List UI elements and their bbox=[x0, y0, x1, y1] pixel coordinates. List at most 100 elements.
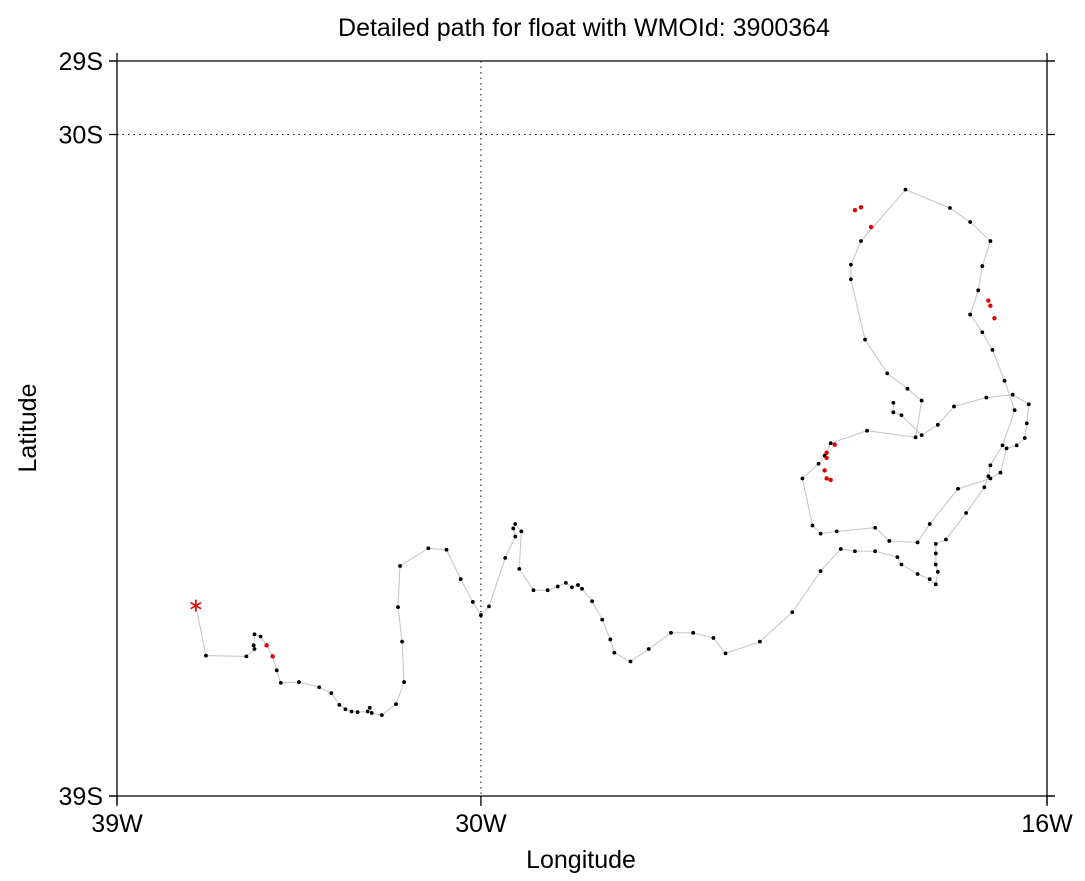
profile-point bbox=[503, 555, 508, 560]
profile-point bbox=[927, 522, 932, 526]
profile-point bbox=[569, 585, 574, 590]
profile-point bbox=[980, 330, 985, 335]
profile-point bbox=[988, 463, 993, 468]
profile-point bbox=[252, 647, 257, 651]
profile-point bbox=[865, 428, 869, 433]
profile-point bbox=[251, 643, 256, 648]
profile-point bbox=[891, 410, 896, 415]
profile-point bbox=[204, 653, 208, 658]
profile-point bbox=[915, 572, 920, 576]
profile-point bbox=[394, 702, 398, 707]
highlight-point bbox=[828, 477, 833, 483]
profile-point bbox=[458, 577, 463, 582]
x-axis: 39W 30W 16W bbox=[91, 796, 1073, 838]
profile-point bbox=[828, 441, 833, 446]
highlight-point bbox=[824, 450, 829, 455]
highlight-point bbox=[986, 298, 991, 303]
profile-point bbox=[612, 650, 617, 655]
y-axis-label: Latitude bbox=[14, 384, 42, 473]
highlight-point bbox=[832, 442, 837, 447]
profile-point bbox=[367, 705, 372, 710]
profile-point bbox=[853, 549, 857, 554]
profile-point bbox=[933, 582, 938, 587]
profile-point bbox=[988, 239, 993, 243]
profile-point bbox=[1022, 436, 1027, 440]
highlight-point bbox=[824, 476, 829, 481]
profile-point bbox=[964, 511, 969, 515]
profile-point bbox=[982, 485, 987, 490]
profile-point bbox=[711, 636, 716, 640]
profile-point bbox=[400, 639, 404, 644]
profile-point bbox=[899, 413, 904, 418]
profile-point bbox=[479, 613, 483, 618]
profile-point bbox=[895, 555, 900, 560]
profile-point bbox=[758, 639, 762, 644]
profile-point bbox=[919, 398, 924, 403]
profile-point bbox=[487, 604, 491, 609]
profile-point bbox=[948, 206, 952, 210]
profile-point bbox=[297, 680, 301, 684]
profile-point bbox=[646, 647, 651, 651]
profile-point bbox=[863, 337, 867, 342]
profile-point bbox=[513, 522, 518, 526]
profile-point bbox=[1012, 408, 1017, 413]
profile-point bbox=[398, 564, 402, 568]
profile-point bbox=[818, 569, 823, 573]
profile-point bbox=[810, 523, 815, 528]
profile-point bbox=[545, 588, 550, 593]
profile-point bbox=[470, 600, 475, 604]
profile-point bbox=[513, 534, 518, 539]
profile-point bbox=[903, 187, 908, 192]
grid-lines bbox=[117, 61, 1055, 796]
profile-point bbox=[873, 525, 878, 530]
profile-point bbox=[998, 470, 1003, 475]
profile-point bbox=[396, 605, 400, 610]
y-axis: 29S 30S 39S bbox=[59, 48, 1055, 811]
profile-point bbox=[848, 277, 853, 282]
profile-point bbox=[555, 584, 560, 589]
highlight-point bbox=[868, 224, 874, 230]
profile-point bbox=[873, 549, 878, 554]
profile-point bbox=[905, 386, 910, 391]
profile-point bbox=[580, 586, 584, 591]
y-tick-label: 30S bbox=[59, 122, 103, 150]
profile-point bbox=[790, 610, 795, 615]
profile-point bbox=[816, 461, 821, 466]
profile-point bbox=[935, 569, 940, 574]
profile-point bbox=[1004, 446, 1009, 451]
profile-point bbox=[252, 632, 257, 637]
x-axis-label: Longitude bbox=[526, 846, 636, 874]
profile-point bbox=[1014, 443, 1019, 448]
profile-point bbox=[563, 580, 568, 585]
profile-point bbox=[576, 583, 580, 587]
highlight-point bbox=[852, 208, 858, 213]
highlight-point bbox=[270, 654, 275, 659]
profile-point bbox=[1010, 392, 1015, 397]
float-track-line bbox=[195, 188, 1030, 716]
profile-point bbox=[933, 562, 938, 567]
profile-point bbox=[919, 433, 924, 438]
profile-point bbox=[608, 637, 613, 642]
profile-point bbox=[355, 710, 360, 715]
profile-point bbox=[244, 654, 249, 659]
start-marker-icon bbox=[190, 599, 202, 612]
highlight-point bbox=[824, 455, 829, 461]
profile-point bbox=[800, 476, 805, 481]
x-tick-label: 16W bbox=[1021, 810, 1073, 838]
profile-point bbox=[1000, 443, 1005, 448]
track-layer bbox=[190, 187, 1031, 718]
profile-point bbox=[887, 539, 892, 543]
x-tick-label: 30W bbox=[455, 810, 507, 838]
profile-point bbox=[990, 347, 995, 352]
profile-point bbox=[915, 540, 920, 545]
profile-point bbox=[834, 529, 839, 534]
profile-point bbox=[899, 562, 904, 567]
y-tick-label: 39S bbox=[59, 783, 103, 811]
x-tick-label: 39W bbox=[91, 810, 143, 838]
profile-point bbox=[980, 264, 985, 268]
profile-point bbox=[885, 371, 890, 376]
profile-point bbox=[402, 680, 406, 684]
profile-point bbox=[1024, 421, 1029, 426]
profile-point bbox=[956, 486, 960, 491]
